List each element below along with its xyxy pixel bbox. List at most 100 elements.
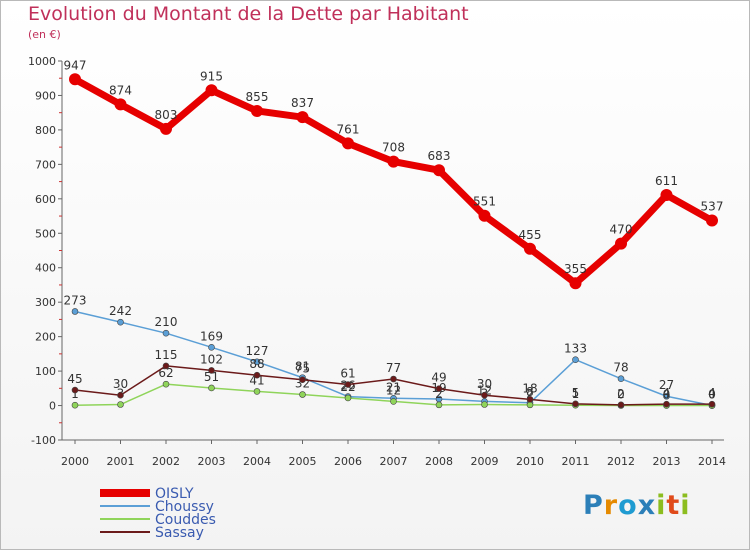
data-point [296, 111, 309, 124]
data-label: 30 [113, 377, 128, 391]
data-label: 133 [564, 342, 587, 356]
data-label: 49 [431, 371, 446, 385]
data-point [660, 189, 673, 202]
data-point [390, 398, 397, 405]
data-label: 4 [663, 386, 671, 400]
data-label: 683 [428, 149, 451, 163]
x-tick-label: 2012 [607, 455, 635, 468]
data-label: 2 [617, 387, 625, 401]
data-point [208, 344, 215, 351]
data-label: 915 [200, 69, 223, 83]
y-tick-label: 600 [35, 193, 56, 206]
data-point [162, 380, 170, 388]
data-label: 75 [295, 362, 310, 376]
x-tick-label: 2006 [334, 455, 362, 468]
data-label: 61 [340, 367, 355, 381]
data-label: 537 [701, 200, 724, 214]
data-label: 77 [386, 361, 401, 375]
data-point [117, 391, 124, 399]
data-point [253, 388, 261, 395]
data-point [526, 401, 534, 409]
data-point [663, 392, 670, 400]
data-point [253, 371, 261, 379]
data-label: 611 [655, 174, 678, 188]
data-label: 273 [64, 293, 87, 307]
x-tick-label: 2002 [152, 455, 180, 468]
x-tick-label: 2005 [289, 455, 317, 468]
y-tick-label: 300 [35, 296, 56, 309]
x-tick-label: 2000 [61, 455, 89, 468]
chart-title: Evolution du Montant de la Dette par Hab… [28, 3, 469, 25]
data-label: 88 [249, 357, 264, 371]
data-point [706, 214, 718, 227]
data-label: 21 [386, 380, 401, 394]
data-point [162, 362, 170, 370]
legend-label: OISLY [155, 486, 194, 502]
data-point [526, 396, 534, 403]
data-point [617, 375, 625, 382]
data-label: 127 [246, 344, 269, 358]
data-point [481, 401, 488, 408]
y-tick-label: 200 [35, 331, 56, 344]
data-point [344, 394, 352, 402]
data-label: 5 [572, 386, 580, 400]
data-label: 51 [204, 370, 219, 384]
data-label: 242 [109, 304, 132, 318]
data-point [524, 242, 536, 255]
data-label: 2 [435, 387, 443, 401]
x-tick-label: 2003 [198, 455, 226, 468]
data-point [433, 164, 445, 177]
data-label: 761 [337, 122, 360, 136]
x-tick-label: 2013 [653, 455, 681, 468]
data-point [208, 367, 215, 374]
data-point [342, 137, 354, 150]
data-label: 169 [200, 329, 223, 343]
data-point [114, 98, 127, 111]
data-point [572, 356, 579, 364]
data-label: 102 [200, 352, 223, 366]
data-label: 115 [155, 348, 178, 362]
data-label: 855 [246, 90, 269, 104]
x-tick-label: 2007 [380, 455, 408, 468]
y-tick-label: 100 [35, 365, 56, 378]
data-point [160, 122, 172, 135]
data-label: 0 [708, 388, 716, 402]
data-point [299, 376, 306, 384]
y-tick-label: 800 [35, 124, 56, 137]
data-label: 0 [617, 388, 625, 402]
data-point [478, 209, 491, 222]
x-tick-label: 2004 [243, 455, 271, 468]
proxiti-logo: Proxiti [583, 490, 691, 521]
data-label: 837 [291, 96, 314, 110]
legend-label: Couddes [155, 512, 216, 528]
data-point [390, 375, 397, 383]
data-point [615, 237, 627, 250]
data-label: 81 [295, 360, 310, 374]
y-tick-label: 500 [35, 227, 56, 240]
data-label: 455 [519, 228, 542, 242]
data-point [117, 401, 124, 408]
data-point [71, 386, 79, 394]
data-label: 41 [249, 373, 264, 387]
data-label: 0 [663, 388, 671, 402]
data-label: 947 [64, 58, 87, 72]
y-tick-label: 900 [35, 89, 56, 102]
x-tick-label: 2014 [698, 455, 726, 468]
data-label: 30 [477, 377, 492, 391]
data-label: 1 [572, 387, 580, 401]
data-point [71, 308, 79, 315]
x-tick-label: 2001 [107, 455, 135, 468]
data-label: 2 [526, 387, 534, 401]
data-point [572, 400, 579, 408]
data-label: 210 [155, 315, 178, 329]
data-point [435, 385, 443, 392]
x-tick-label: 2011 [562, 455, 590, 468]
y-tick-label: 700 [35, 158, 56, 171]
data-label: 78 [613, 361, 628, 375]
data-point [663, 400, 670, 408]
data-label: 18 [522, 381, 537, 395]
data-point [387, 155, 400, 168]
data-label: 355 [564, 262, 587, 276]
data-label: 8 [526, 385, 534, 399]
